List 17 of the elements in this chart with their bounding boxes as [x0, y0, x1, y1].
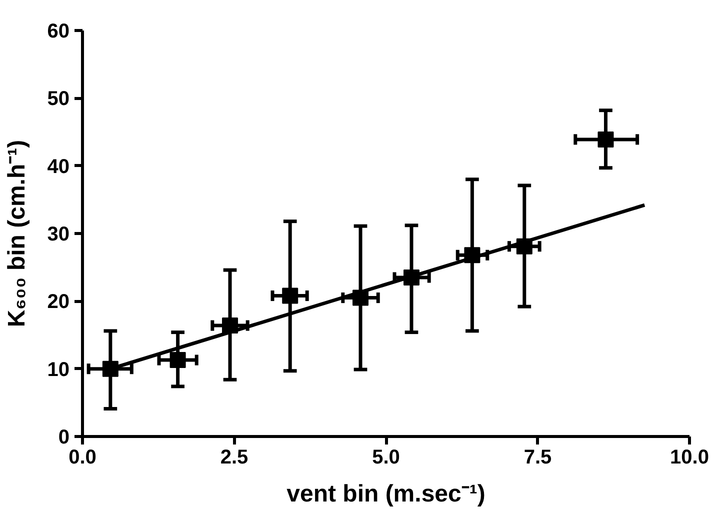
x-tick-label: 10.0: [670, 446, 709, 468]
y-axis-title: K₆₀₀ bin (cm.h⁻¹): [3, 140, 30, 328]
point: [170, 352, 186, 368]
x-tick-label: 2.5: [220, 446, 248, 468]
x-tick-label: 7.5: [524, 446, 552, 468]
y-tick-label: 60: [47, 20, 70, 42]
y-tick-label: 10: [47, 358, 70, 381]
x-tick-label: 0.0: [68, 446, 96, 468]
x-axis-title: vent bin (m.sec⁻¹): [286, 480, 486, 508]
y-tick-label: 40: [47, 156, 70, 178]
y-tick-label: 20: [47, 291, 70, 314]
y-tick-label: 30: [47, 224, 70, 246]
y-tick-label: 50: [47, 88, 70, 110]
point: [282, 288, 298, 304]
point: [598, 131, 614, 148]
y-tick-label: 0: [58, 426, 70, 448]
x-tick-label: 5.0: [372, 446, 400, 468]
